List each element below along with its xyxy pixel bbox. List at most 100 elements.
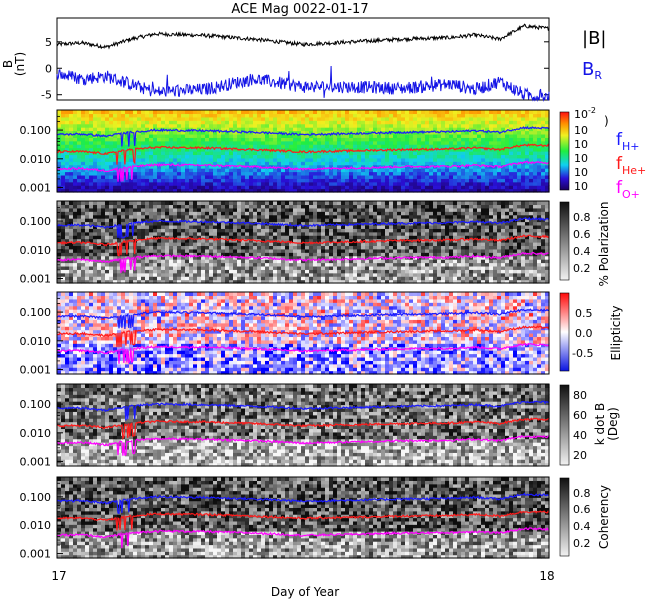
heatmap-cell bbox=[177, 185, 182, 189]
heatmap-cell bbox=[365, 144, 370, 148]
heatmap-cell bbox=[521, 120, 526, 124]
heatmap-cell bbox=[105, 141, 110, 145]
heatmap-cell bbox=[241, 134, 246, 138]
heatmap-cell bbox=[85, 263, 90, 267]
heatmap-cell bbox=[413, 154, 418, 158]
heatmap-cell bbox=[389, 263, 394, 267]
heatmap-cell bbox=[69, 252, 74, 256]
heatmap-cell bbox=[277, 266, 282, 270]
heatmap-cell bbox=[353, 120, 358, 124]
heatmap-cell bbox=[129, 161, 134, 165]
heatmap-cell bbox=[529, 151, 534, 155]
heatmap-cell bbox=[309, 120, 314, 124]
heatmap-cell bbox=[101, 172, 106, 176]
heatmap-cell bbox=[73, 263, 78, 267]
heatmap-cell bbox=[377, 110, 382, 114]
heatmap-cell bbox=[265, 144, 270, 148]
heatmap-cell bbox=[209, 276, 214, 280]
heatmap-cell bbox=[65, 204, 70, 208]
heatmap-cell bbox=[117, 273, 122, 277]
heatmap-cell bbox=[321, 113, 326, 117]
heatmap-cell bbox=[69, 276, 74, 280]
heatmap-cell bbox=[261, 172, 266, 176]
heatmap-cell bbox=[133, 273, 138, 277]
heatmap-cell bbox=[265, 245, 270, 249]
heatmap-cell bbox=[425, 124, 430, 128]
heatmap-cell bbox=[389, 273, 394, 277]
heatmap-cell bbox=[293, 263, 298, 267]
heatmap-cell bbox=[253, 273, 258, 277]
heatmap-cell bbox=[257, 245, 262, 249]
heatmap-cell bbox=[349, 172, 354, 176]
heatmap-cell bbox=[77, 252, 82, 256]
heatmap-cell bbox=[109, 124, 114, 128]
heatmap-cell bbox=[305, 245, 310, 249]
heatmap-cell bbox=[137, 211, 142, 215]
heatmap-cell bbox=[317, 266, 322, 270]
heatmap-cell bbox=[265, 141, 270, 145]
heatmap-cell bbox=[101, 245, 106, 249]
heatmap-cell bbox=[329, 120, 334, 124]
heatmap-cell bbox=[141, 182, 146, 186]
heatmap-cell bbox=[365, 204, 370, 208]
heatmap-cell bbox=[273, 201, 278, 205]
heatmap-cell bbox=[393, 120, 398, 124]
heatmap-cell bbox=[333, 113, 338, 117]
heatmap-cell bbox=[109, 204, 114, 208]
heatmap-cell bbox=[493, 141, 498, 145]
heatmap-cell bbox=[173, 215, 178, 219]
heatmap-cell bbox=[265, 276, 270, 280]
heatmap-cell bbox=[117, 201, 122, 205]
heatmap-cell bbox=[473, 113, 478, 117]
heatmap-cell bbox=[457, 154, 462, 158]
heatmap-cell bbox=[293, 175, 298, 179]
heatmap-cell bbox=[317, 204, 322, 208]
heatmap-cell bbox=[425, 113, 430, 117]
heatmap-cell bbox=[249, 151, 254, 155]
heatmap-cell bbox=[77, 141, 82, 145]
heatmap-cell bbox=[105, 185, 110, 189]
heatmap-cell bbox=[357, 172, 362, 176]
heatmap-cell bbox=[249, 263, 254, 267]
heatmap-cell bbox=[517, 124, 522, 128]
heatmap-cell bbox=[505, 110, 510, 114]
heatmap-cell bbox=[469, 151, 474, 155]
heatmap-cell bbox=[237, 113, 242, 117]
heatmap-cell bbox=[69, 263, 74, 267]
heatmap-cell bbox=[149, 134, 154, 138]
heatmap-cell bbox=[193, 182, 198, 186]
heatmap-cell bbox=[485, 124, 490, 128]
heatmap-cell bbox=[361, 235, 366, 239]
heatmap-cell bbox=[509, 172, 514, 176]
heatmap-cell bbox=[93, 201, 98, 205]
heatmap-cell bbox=[197, 134, 202, 138]
heatmap-cell bbox=[277, 235, 282, 239]
heatmap-cell bbox=[173, 175, 178, 179]
heatmap-cell bbox=[69, 185, 74, 189]
heatmap-cell bbox=[285, 204, 290, 208]
heatmap-cell bbox=[161, 110, 166, 114]
heatmap-cell bbox=[313, 204, 318, 208]
heatmap-cell bbox=[501, 172, 506, 176]
heatmap-cell bbox=[217, 215, 222, 219]
heatmap-cell bbox=[325, 232, 330, 236]
heatmap-cell bbox=[537, 175, 542, 179]
heatmap-cell bbox=[521, 165, 526, 169]
heatmap-cell bbox=[85, 141, 90, 145]
heatmap-cell bbox=[253, 242, 258, 246]
heatmap-cell bbox=[109, 235, 114, 239]
heatmap-cell bbox=[93, 232, 98, 236]
heatmap-cell bbox=[413, 185, 418, 189]
heatmap-cell bbox=[337, 252, 342, 256]
heatmap-cell bbox=[365, 211, 370, 215]
heatmap-cell bbox=[533, 131, 538, 135]
heatmap-cell bbox=[353, 266, 358, 270]
heatmap-cell bbox=[305, 161, 310, 165]
heatmap-cell bbox=[433, 151, 438, 155]
heatmap-cell bbox=[349, 273, 354, 277]
heatmap-cell bbox=[465, 113, 470, 117]
heatmap-cell bbox=[417, 134, 422, 138]
heatmap-cell bbox=[57, 201, 62, 205]
heatmap-cell bbox=[433, 154, 438, 158]
heatmap-cell bbox=[321, 175, 326, 179]
